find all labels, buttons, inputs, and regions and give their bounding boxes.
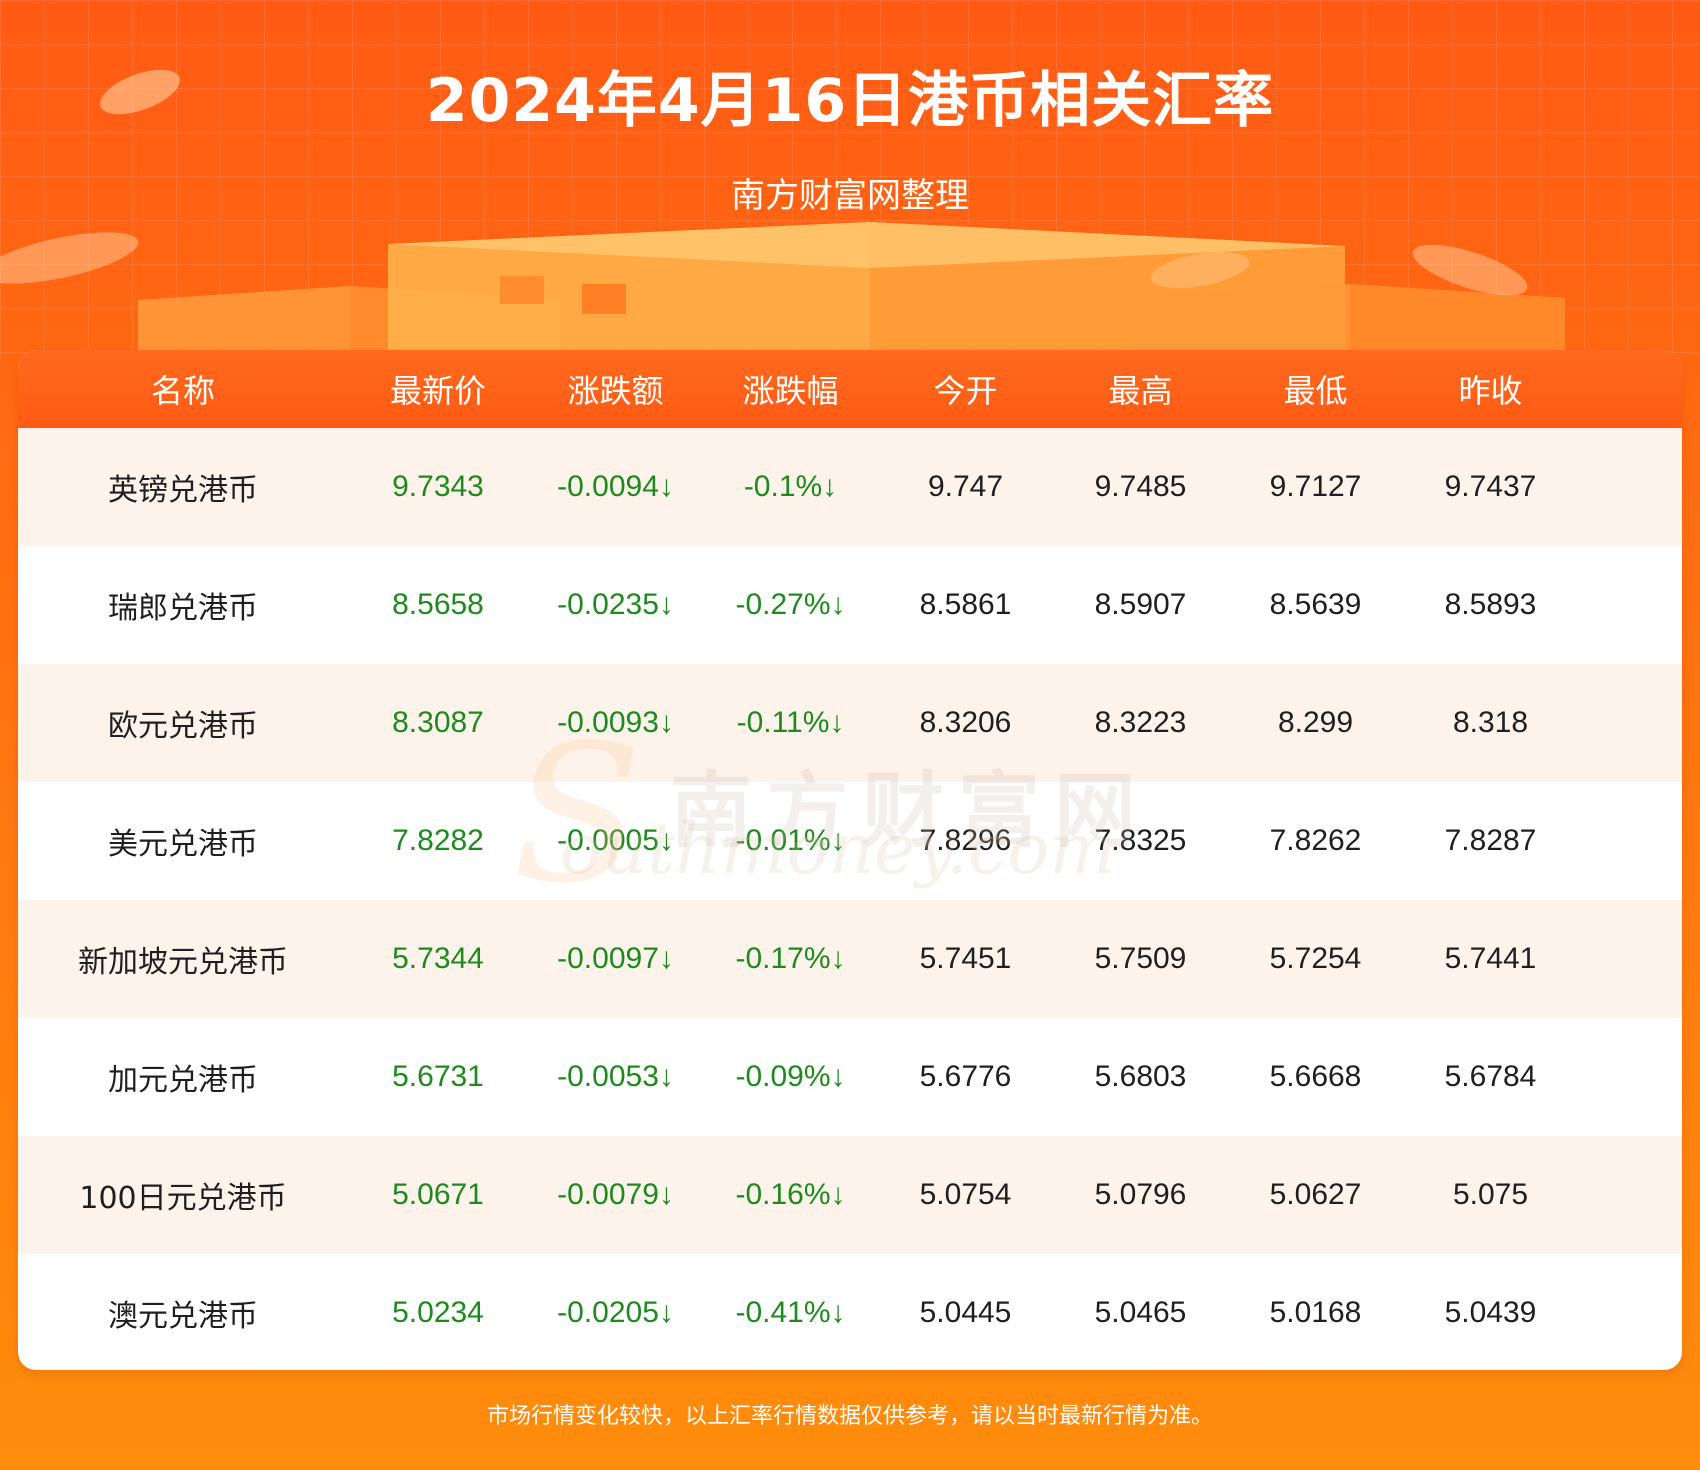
- row-change-pct: -0.1%↓: [743, 470, 838, 503]
- row-currency-name: 100日元兑港币: [79, 1181, 287, 1216]
- row-currency-name: 英镑兑港币: [108, 473, 258, 508]
- row-high: 8.3223: [1094, 706, 1187, 739]
- row-high: 8.5907: [1094, 588, 1187, 621]
- header-decoration: [0, 69, 1565, 360]
- row-latest: 5.0234: [392, 1296, 484, 1329]
- row-latest: 5.7344: [392, 942, 484, 975]
- row-high: 5.0796: [1094, 1178, 1187, 1211]
- table-row: 瑞郎兑港币 8.5658 -0.0235↓ -0.27%↓ 8.5861 8.5…: [18, 546, 1682, 664]
- row-high: 5.0465: [1094, 1296, 1187, 1329]
- row-change: -0.0093↓: [557, 706, 674, 739]
- row-low: 5.0168: [1269, 1296, 1362, 1329]
- table-row: 英镑兑港币 9.7343 -0.0094↓ -0.1%↓ 9.747 9.748…: [18, 428, 1682, 546]
- row-currency-name: 欧元兑港币: [108, 709, 258, 744]
- row-open: 9.747: [927, 470, 1004, 503]
- row-change: -0.0235↓: [557, 588, 674, 621]
- row-high: 5.7509: [1094, 942, 1187, 975]
- row-low: 8.299: [1277, 706, 1354, 739]
- row-latest: 7.8282: [392, 824, 484, 857]
- row-low: 5.6668: [1269, 1060, 1362, 1093]
- row-high: 9.7485: [1094, 470, 1187, 503]
- row-open: 5.6776: [919, 1060, 1012, 1093]
- row-change-pct: -0.41%↓: [735, 1296, 846, 1329]
- table-row: 100日元兑港币 5.0671 -0.0079↓ -0.16%↓ 5.0754 …: [18, 1136, 1682, 1254]
- row-prev-close: 8.318: [1452, 706, 1529, 739]
- row-open: 5.0754: [919, 1178, 1012, 1211]
- column-header-high: 最高: [1108, 372, 1173, 410]
- column-header-latest: 最新价: [389, 372, 486, 410]
- disclaimer-footer: 市场行情变化较快，以上汇率行情数据仅供参考，请以当时最新行情为准。: [486, 1404, 1213, 1429]
- row-low: 5.7254: [1269, 942, 1362, 975]
- column-header-open: 今开: [933, 372, 998, 410]
- row-low: 9.7127: [1269, 470, 1362, 503]
- row-currency-name: 加元兑港币: [108, 1063, 258, 1098]
- table-row: 加元兑港币 5.6731 -0.0053↓ -0.09%↓ 5.6776 5.6…: [18, 1018, 1682, 1136]
- column-header-name: 名称: [150, 372, 215, 410]
- row-latest: 5.6731: [392, 1060, 484, 1093]
- row-change: -0.0005↓: [557, 824, 674, 857]
- row-latest: 5.0671: [392, 1178, 484, 1211]
- column-header-change-pct: 涨跌幅: [742, 372, 839, 410]
- row-currency-name: 瑞郎兑港币: [108, 591, 258, 626]
- row-change: -0.0097↓: [557, 942, 674, 975]
- row-open: 5.0445: [919, 1296, 1012, 1329]
- row-prev-close: 7.8287: [1444, 824, 1537, 857]
- row-low: 7.8262: [1269, 824, 1362, 857]
- row-open: 5.7451: [919, 942, 1012, 975]
- column-header-change: 涨跌额: [567, 372, 664, 410]
- row-change: -0.0094↓: [557, 470, 674, 503]
- row-low: 5.0627: [1269, 1178, 1362, 1211]
- row-prev-close: 5.075: [1452, 1178, 1529, 1211]
- row-change-pct: -0.01%↓: [735, 824, 846, 857]
- column-header-low: 最低: [1283, 372, 1348, 410]
- table-row: 新加坡元兑港币 5.7344 -0.0097↓ -0.17%↓ 5.7451 5…: [18, 900, 1682, 1018]
- row-latest: 8.5658: [392, 588, 484, 621]
- row-latest: 8.3087: [392, 706, 484, 739]
- page-title: 2024年4月16日港币相关汇率: [425, 66, 1275, 136]
- row-prev-close: 5.7441: [1444, 942, 1537, 975]
- row-open: 8.3206: [919, 706, 1012, 739]
- row-latest: 9.7343: [392, 470, 484, 503]
- row-prev-close: 5.6784: [1444, 1060, 1537, 1093]
- row-change: -0.0205↓: [557, 1296, 674, 1329]
- table-row: 美元兑港币 7.8282 -0.0005↓ -0.01%↓ 7.8296 7.8…: [18, 782, 1682, 900]
- rate-table-card: 名称 最新价 涨跌额 涨跌幅 今开 最高 最低 昨收 英镑兑港币 9.7343 …: [18, 350, 1682, 1370]
- row-prev-close: 5.0439: [1444, 1296, 1537, 1329]
- row-high: 5.6803: [1094, 1060, 1187, 1093]
- page-subtitle: 南方财富网整理: [731, 176, 969, 216]
- row-change-pct: -0.17%↓: [735, 942, 846, 975]
- row-high: 7.8325: [1094, 824, 1187, 857]
- row-currency-name: 美元兑港币: [108, 827, 258, 862]
- row-low: 8.5639: [1269, 588, 1362, 621]
- row-open: 8.5861: [919, 588, 1012, 621]
- row-change: -0.0079↓: [557, 1178, 674, 1211]
- row-open: 7.8296: [919, 824, 1012, 857]
- row-prev-close: 9.7437: [1444, 470, 1537, 503]
- row-change: -0.0053↓: [557, 1060, 674, 1093]
- table-row: 欧元兑港币 8.3087 -0.0093↓ -0.11%↓ 8.3206 8.3…: [18, 664, 1682, 782]
- column-header-prev-close: 昨收: [1458, 372, 1523, 410]
- row-change-pct: -0.16%↓: [735, 1178, 846, 1211]
- table-row: 澳元兑港币 5.0234 -0.0205↓ -0.41%↓ 5.0445 5.0…: [18, 1254, 1682, 1370]
- table-header-row: 名称 最新价 涨跌额 涨跌幅 今开 最高 最低 昨收: [18, 350, 1682, 428]
- row-change-pct: -0.11%↓: [736, 706, 845, 739]
- row-change-pct: -0.27%↓: [735, 588, 846, 621]
- row-prev-close: 8.5893: [1444, 588, 1537, 621]
- row-currency-name: 澳元兑港币: [108, 1299, 258, 1334]
- row-currency-name: 新加坡元兑港币: [78, 945, 288, 980]
- row-change-pct: -0.09%↓: [735, 1060, 846, 1093]
